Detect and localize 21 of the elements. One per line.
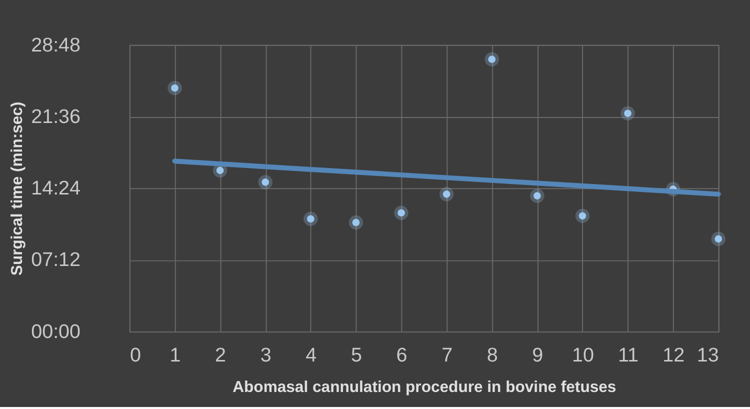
y-tick-label: 00:00 [31, 320, 81, 343]
x-tick-label: 6 [396, 344, 408, 367]
x-tick-label: 3 [260, 344, 272, 367]
x-tick-label: 11 [618, 344, 639, 367]
x-tick-label: 4 [306, 344, 317, 367]
x-tick-label: 1 [170, 344, 181, 367]
y-tick-label: 21:36 [31, 106, 81, 128]
y-axis-title: Surgical time (min:sec) [9, 102, 26, 276]
x-tick-label: 13 [696, 344, 719, 367]
x-tick-label: 10 [572, 344, 594, 367]
x-tick-label: 9 [532, 344, 544, 367]
x-tick-label: 8 [486, 344, 498, 367]
x-tick-label: 7 [442, 344, 453, 367]
x-tick-label: 12 [662, 344, 685, 367]
x-axis-title: Abomasal cannulation procedure in bovine fetuses [232, 379, 616, 396]
x-tick-label: 0 [130, 344, 141, 367]
x-tick-label: 5 [350, 344, 362, 367]
x-tick-label: 2 [215, 344, 226, 367]
y-tick-label: 07:12 [31, 249, 81, 272]
y-tick-label: 28:48 [31, 34, 81, 56]
y-tick-label: 14:24 [31, 178, 81, 200]
